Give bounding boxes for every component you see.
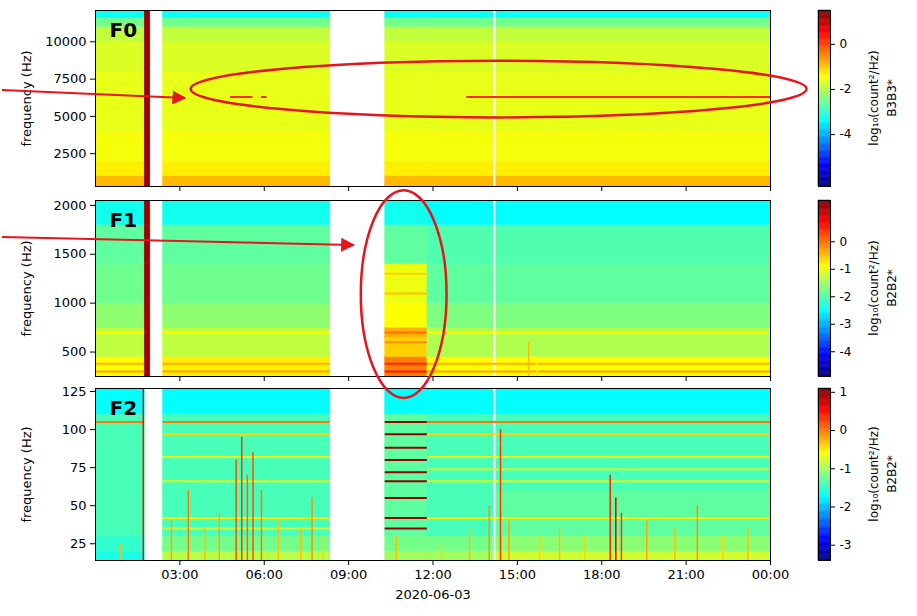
svg-text:0: 0 [840,37,848,51]
svg-text:09:00: 09:00 [330,567,367,582]
svg-text:F0: F0 [110,18,138,42]
svg-text:1500: 1500 [53,246,86,261]
svg-text:100: 100 [62,422,87,437]
svg-text:log₁₀(count²/Hz): log₁₀(count²/Hz) [867,50,881,145]
svg-text:-3: -3 [840,538,852,552]
svg-text:500: 500 [62,344,87,359]
svg-text:06:00: 06:00 [246,567,283,582]
svg-text:7500: 7500 [53,71,86,86]
svg-text:-2: -2 [840,290,852,304]
svg-text:-4: -4 [840,345,852,359]
svg-text:frequency (Hz): frequency (Hz) [19,426,34,522]
svg-text:-3: -3 [840,317,852,331]
svg-text:03:00: 03:00 [161,567,198,582]
svg-text:log₁₀(count²/Hz): log₁₀(count²/Hz) [867,426,881,521]
svg-text:B3B3*: B3B3* [885,79,899,117]
svg-text:frequency (Hz): frequency (Hz) [19,240,34,336]
svg-text:12:00: 12:00 [414,567,451,582]
svg-text:log₁₀(count²/Hz): log₁₀(count²/Hz) [867,240,881,335]
svg-text:5000: 5000 [53,109,86,124]
svg-text:B2B2*: B2B2* [885,269,899,307]
svg-text:1000: 1000 [53,295,86,310]
svg-text:00:00: 00:00 [752,567,789,582]
svg-text:21:00: 21:00 [667,567,704,582]
svg-text:-1: -1 [840,462,852,476]
svg-text:-2: -2 [840,500,852,514]
svg-text:F1: F1 [110,208,138,232]
svg-text:-4: -4 [840,127,852,141]
svg-text:50: 50 [70,498,87,513]
svg-text:18:00: 18:00 [583,567,620,582]
svg-text:2500: 2500 [53,146,86,161]
svg-text:0: 0 [840,423,848,437]
svg-text:B2B2*: B2B2* [885,455,899,493]
svg-text:F2: F2 [110,396,138,420]
svg-text:2000: 2000 [53,198,86,213]
svg-text:25: 25 [70,536,87,551]
svg-text:0: 0 [840,235,848,249]
svg-text:75: 75 [70,460,87,475]
svg-text:10000: 10000 [45,34,86,49]
svg-text:-1: -1 [840,262,852,276]
svg-text:frequency (Hz): frequency (Hz) [19,50,34,146]
svg-text:15:00: 15:00 [499,567,536,582]
svg-text:1: 1 [840,385,848,399]
svg-text:-2: -2 [840,82,852,96]
svg-text:2020-06-03: 2020-06-03 [395,587,471,602]
svg-text:125: 125 [62,384,87,399]
